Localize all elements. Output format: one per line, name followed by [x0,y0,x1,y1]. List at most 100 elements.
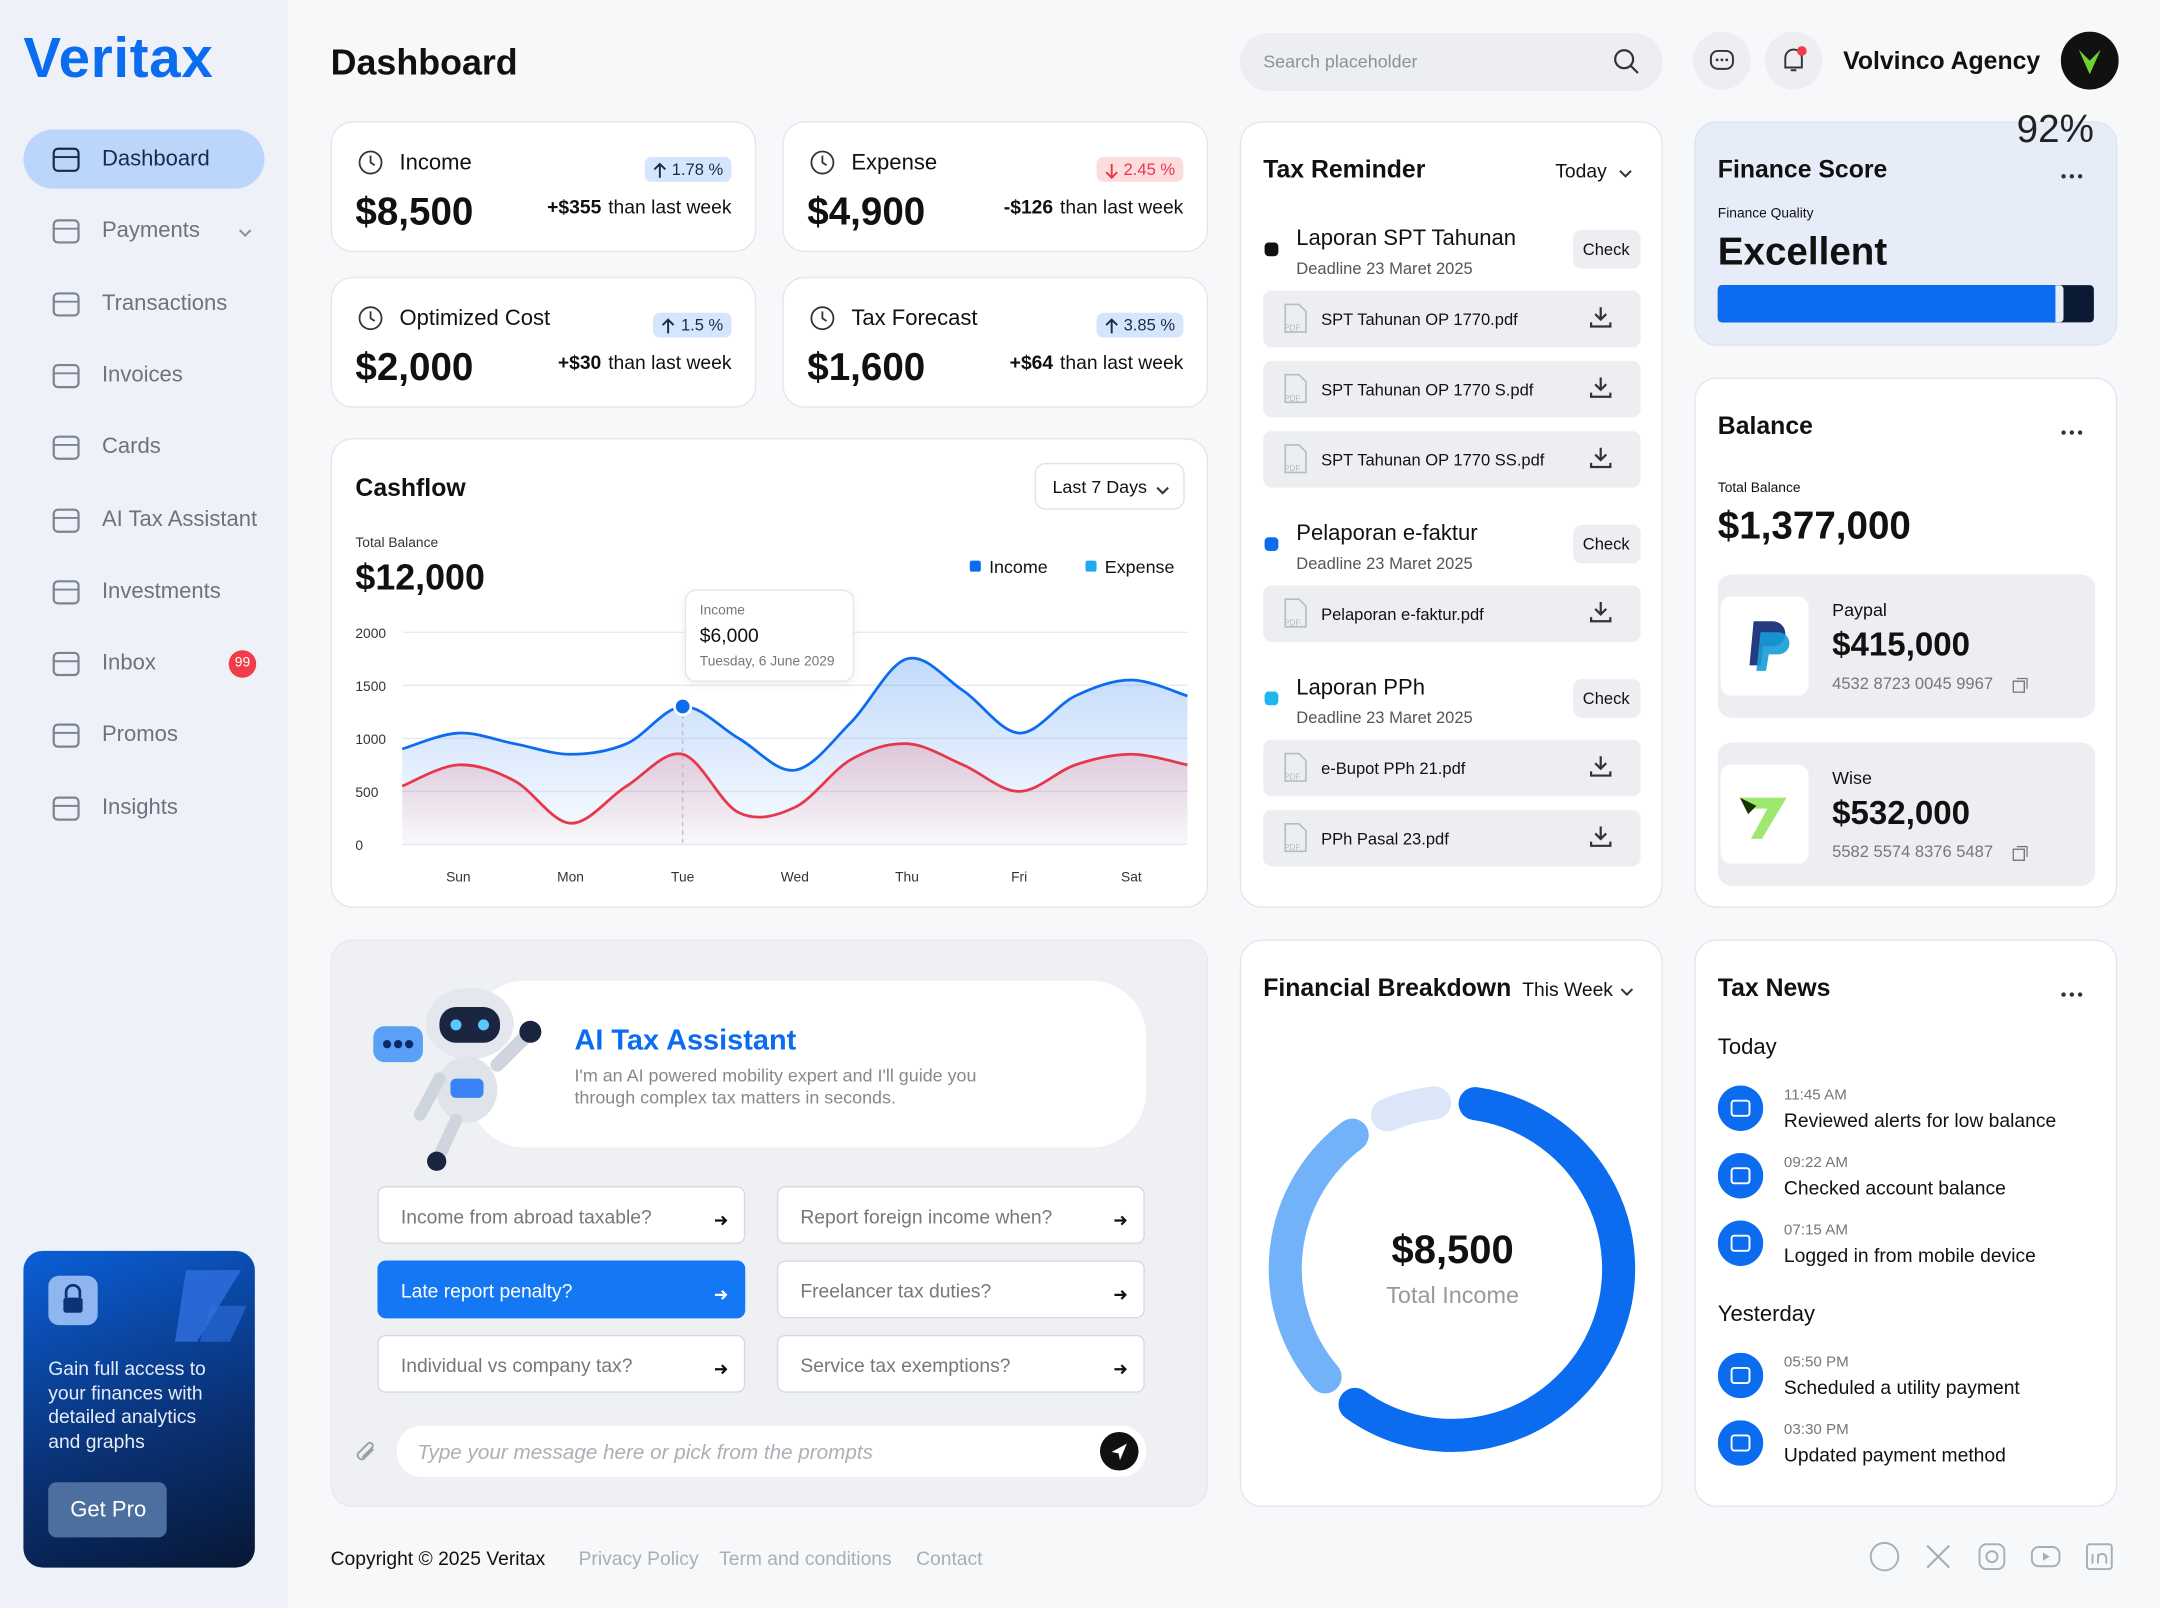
icon-part [1114,1289,1128,1300]
pdf-icon: PDF [1281,822,1309,853]
icon-part [52,507,80,533]
stat-delta: +$64 than last week [1010,351,1184,374]
account-card[interactable]: Paypal $415,000 4532 8723 0045 9967 [1717,574,2096,718]
download-icon[interactable] [1588,599,1613,624]
trend-arrow [1104,161,1118,180]
reminder-filter[interactable]: Today [1555,158,1651,186]
download-icon[interactable] [1588,375,1613,400]
notification-button[interactable] [1764,31,1823,90]
nav-badge: 99 [228,650,257,678]
message-input[interactable]: Type your message here or pick from the … [396,1425,1147,1477]
icon-part [52,579,80,605]
chat-button[interactable] [1693,31,1751,90]
prompt-chip[interactable]: Individual vs company tax? [377,1334,746,1393]
icon-part [63,1297,83,1313]
more-button[interactable] [2059,982,2084,997]
icon-part [2078,49,2101,75]
account-logo [1720,596,1809,696]
icon-part [358,150,383,175]
more-button[interactable] [2059,420,2084,435]
icon-part [662,318,675,334]
social-icon[interactable] [2084,1541,2114,1571]
icon-part [450,1078,484,1098]
check-button[interactable]: Check [1573,524,1641,564]
icon-part [2086,1543,2113,1570]
nav-item[interactable]: Cards [23,418,264,477]
icon-part [821,311,828,322]
promo-button-label: Get Pro [70,1498,147,1523]
icon-part [1619,170,1632,178]
nav-item[interactable]: Inbox 99 [23,634,264,693]
prompt-chip[interactable]: Income from abroad taxable? [377,1186,746,1244]
footer-link[interactable]: Privacy Policy [578,1546,699,1570]
nav-label: Inbox [101,651,156,676]
prompt-chip[interactable]: Late report penalty? [377,1260,746,1319]
social-icon[interactable] [1869,1541,1900,1572]
download-icon[interactable] [1588,824,1613,849]
download-icon[interactable] [1588,304,1613,329]
nav-item[interactable]: Insights [23,778,264,837]
promo-button[interactable]: Get Pro [48,1482,167,1538]
search-box[interactable]: Search placeholder [1239,33,1663,91]
x-tick-label: Sun [446,870,470,885]
nav-item[interactable]: Dashboard [23,129,265,189]
nav-item[interactable]: Payments [23,202,264,261]
file-row[interactable]: PDF SPT Tahunan OP 1770 S.pdf [1263,360,1641,418]
assistant-card: AI Tax Assistant I'm an AI powered mobili… [330,939,1209,1508]
footer-link[interactable]: Contact [916,1546,983,1570]
footer-link[interactable]: Term and conditions [719,1546,892,1570]
icon-part [2077,174,2083,179]
file-row[interactable]: PDF SPT Tahunan OP 1770.pdf [1263,290,1641,348]
icon-part [1720,58,1724,62]
icon-part: PDF [1284,303,1307,333]
check-button[interactable]: Check [1573,679,1641,718]
copy-icon[interactable] [2012,675,2028,693]
icon-part [52,724,80,749]
prompt-chip[interactable]: Freelancer tax duties? [776,1260,1145,1319]
nav-item[interactable]: Promos [23,706,264,765]
icon-part [810,150,835,175]
file-row[interactable]: PDF e-Bupot PPh 21.pdf [1263,739,1641,797]
icon-part [1978,1543,2006,1570]
nav-item[interactable]: AI Tax Assistant [23,490,264,549]
legend-swatch [1085,560,1097,572]
x-tick-label: Mon [557,870,584,885]
icon-part [404,1040,414,1049]
icon-part [52,219,80,244]
download-icon[interactable] [1588,754,1613,779]
stat-delta-value: +$355 [547,195,602,218]
file-row[interactable]: PDF SPT Tahunan OP 1770 SS.pdf [1263,431,1641,488]
account-name: Wise [1832,767,1872,788]
prompt-chip[interactable]: Report foreign income when? [776,1186,1145,1244]
icon-part [64,1283,82,1298]
icon-part [490,1030,532,1072]
icon-part [1730,1434,1751,1452]
more-button[interactable] [2059,164,2084,179]
social-icon[interactable] [1977,1541,2007,1571]
breakdown-filter[interactable]: This Week [1522,977,1640,1005]
download-icon[interactable] [1588,445,1613,470]
nav-item[interactable]: Investments [23,562,264,621]
pdf-icon: PDF [1281,598,1309,628]
y-tick-label: 500 [355,785,378,800]
prompt-chip[interactable]: Service tax exemptions? [776,1334,1145,1393]
copy-icon[interactable] [2012,843,2028,861]
file-row[interactable]: PDF PPh Pasal 23.pdf [1263,809,1641,867]
account-card[interactable]: Wise $532,000 5582 5574 8376 5487 [1717,742,2096,886]
check-button[interactable]: Check [1573,230,1641,269]
nav-item[interactable]: Invoices [23,346,264,405]
icon-part: PDF [1284,464,1301,473]
nav-item[interactable]: Transactions [23,274,264,333]
send-button[interactable] [1099,1431,1139,1471]
user-avatar[interactable] [2060,31,2119,90]
icon-part [52,363,80,389]
icon-part: PDF [1284,843,1301,852]
file-name: e-Bupot PPh 21.pdf [1321,759,1466,779]
social-icon[interactable] [1923,1541,1953,1571]
icon-part [1739,797,1757,815]
social-icon[interactable] [2030,1541,2061,1571]
cashflow-filter[interactable]: Last 7 Days [1034,462,1185,510]
attach-icon[interactable] [354,1440,379,1465]
file-row[interactable]: PDF Pelaporan e-faktur.pdf [1263,585,1641,642]
x-tick-label: Thu [895,870,919,885]
